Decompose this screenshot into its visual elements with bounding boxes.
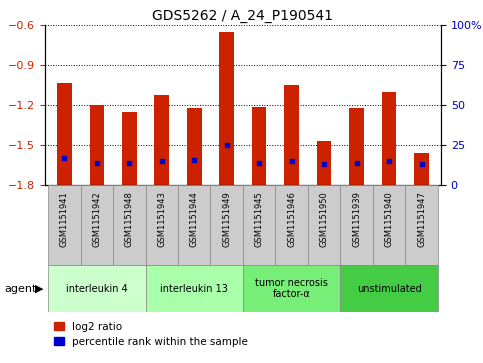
Title: GDS5262 / A_24_P190541: GDS5262 / A_24_P190541 <box>153 9 333 23</box>
Bar <box>275 185 308 265</box>
Text: unstimulated: unstimulated <box>356 284 421 294</box>
Bar <box>414 153 429 185</box>
Text: ▶: ▶ <box>35 284 44 294</box>
Bar <box>243 265 341 312</box>
Bar <box>308 185 341 265</box>
Text: GSM1151947: GSM1151947 <box>417 192 426 248</box>
Bar <box>48 265 145 312</box>
Bar <box>252 107 267 185</box>
Bar <box>81 185 113 265</box>
Bar <box>219 32 234 185</box>
Legend: log2 ratio, percentile rank within the sample: log2 ratio, percentile rank within the s… <box>50 317 252 351</box>
Text: GSM1151950: GSM1151950 <box>320 192 328 247</box>
Text: agent: agent <box>5 284 37 294</box>
Text: GSM1151940: GSM1151940 <box>384 192 394 247</box>
Bar <box>405 185 438 265</box>
Bar <box>145 265 243 312</box>
Bar <box>211 185 243 265</box>
Bar <box>349 108 364 185</box>
Bar <box>48 185 81 265</box>
Text: tumor necrosis
factor-α: tumor necrosis factor-α <box>255 278 328 299</box>
Bar <box>341 185 373 265</box>
Bar <box>243 185 275 265</box>
Text: GSM1151949: GSM1151949 <box>222 192 231 247</box>
Bar <box>57 83 71 185</box>
Text: GSM1151948: GSM1151948 <box>125 192 134 248</box>
Text: interleukin 13: interleukin 13 <box>160 284 228 294</box>
Bar <box>113 185 145 265</box>
Text: GSM1151939: GSM1151939 <box>352 192 361 248</box>
Bar <box>155 95 169 185</box>
Bar <box>187 108 201 185</box>
Bar <box>284 85 299 185</box>
Bar <box>373 185 405 265</box>
Bar <box>341 265 438 312</box>
Text: GSM1151944: GSM1151944 <box>190 192 199 247</box>
Text: GSM1151942: GSM1151942 <box>92 192 101 247</box>
Bar <box>317 141 331 185</box>
Bar <box>145 185 178 265</box>
Text: GSM1151941: GSM1151941 <box>60 192 69 247</box>
Bar <box>122 112 137 185</box>
Bar <box>382 92 397 185</box>
Bar <box>178 185 211 265</box>
Text: GSM1151945: GSM1151945 <box>255 192 264 247</box>
Text: interleukin 4: interleukin 4 <box>66 284 128 294</box>
Bar <box>89 105 104 185</box>
Text: GSM1151943: GSM1151943 <box>157 192 166 248</box>
Text: GSM1151946: GSM1151946 <box>287 192 296 248</box>
